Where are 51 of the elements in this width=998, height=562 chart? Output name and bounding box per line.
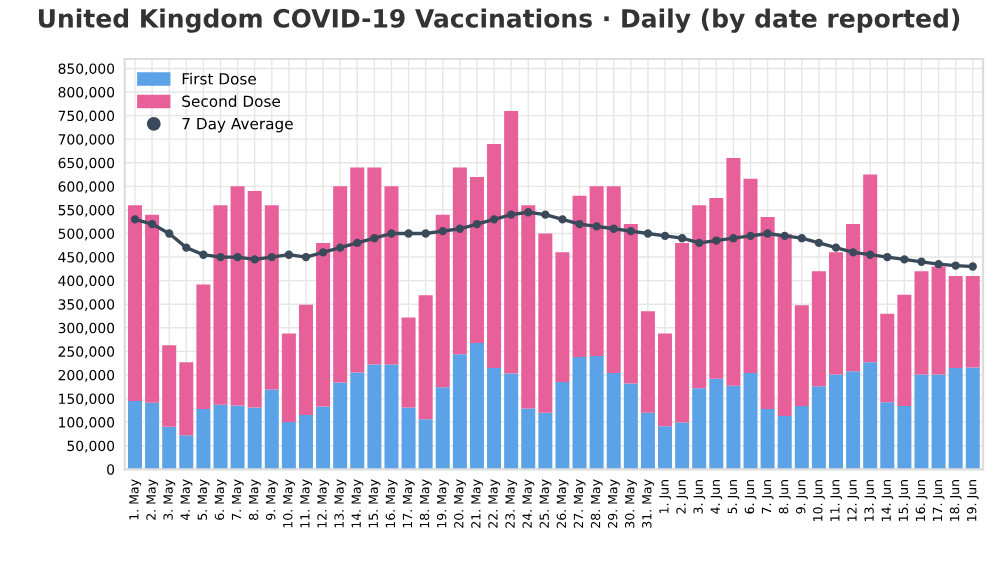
point — [575, 219, 584, 229]
point — [917, 257, 926, 266]
point — [284, 250, 294, 259]
point — [558, 215, 567, 224]
point — [780, 231, 789, 241]
point — [455, 224, 465, 233]
point — [318, 248, 328, 257]
point — [951, 261, 960, 270]
point — [147, 219, 157, 229]
point — [729, 234, 738, 243]
point — [677, 234, 687, 243]
point — [506, 210, 516, 219]
point — [695, 238, 704, 248]
point — [866, 250, 875, 259]
point — [130, 215, 140, 224]
point — [199, 250, 208, 259]
point — [883, 252, 892, 262]
point — [763, 229, 772, 238]
point — [301, 252, 311, 262]
point — [626, 226, 635, 236]
point — [233, 252, 242, 262]
point — [370, 234, 379, 243]
point — [660, 231, 670, 241]
point — [489, 215, 499, 224]
point — [216, 252, 225, 262]
point — [438, 226, 447, 236]
chart-title: United Kingdom COVID-19 Vaccinations · Daily (by date reported) — [38, 8, 960, 33]
point — [387, 229, 396, 238]
point — [182, 243, 191, 252]
point — [712, 236, 721, 245]
point — [404, 229, 413, 238]
point — [643, 229, 653, 238]
point — [353, 238, 362, 248]
point — [934, 259, 943, 269]
point — [797, 234, 806, 243]
point — [336, 243, 345, 252]
point — [250, 255, 259, 264]
point — [524, 208, 533, 217]
point — [267, 252, 276, 262]
point — [421, 229, 430, 238]
point — [968, 262, 977, 271]
point — [609, 224, 618, 233]
point — [541, 210, 550, 219]
point — [746, 231, 755, 241]
point — [165, 229, 174, 238]
point — [814, 238, 824, 248]
point — [592, 222, 601, 231]
point — [900, 255, 909, 264]
point — [472, 219, 482, 229]
point — [831, 243, 841, 252]
point — [848, 248, 858, 257]
